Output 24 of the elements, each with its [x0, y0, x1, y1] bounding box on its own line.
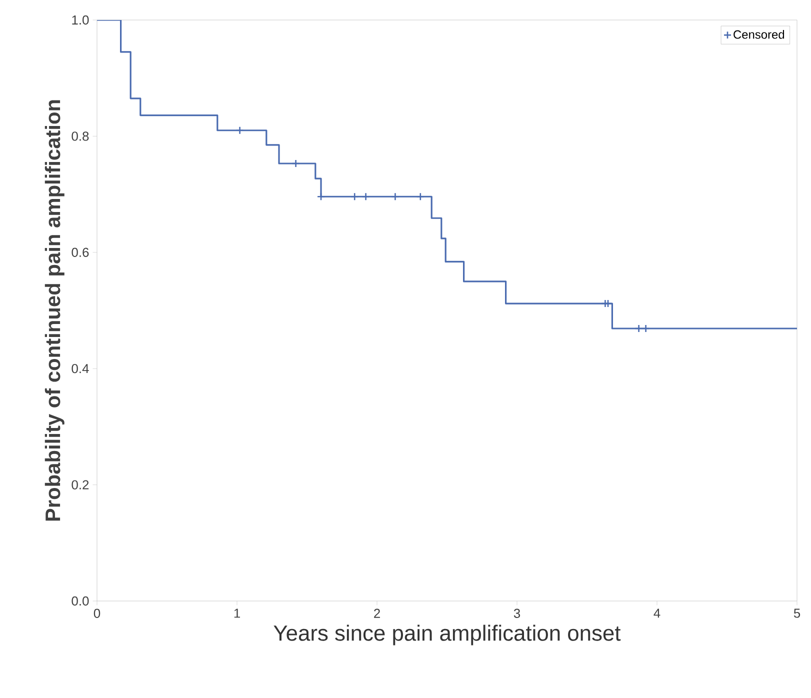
point [292, 159, 300, 168]
x-axis-title: Years since pain amplification onset [274, 624, 621, 646]
y-tick-label: 0.4 [72, 364, 89, 374]
x-tick-label: 3 [514, 608, 520, 618]
x-tick-label: 2 [374, 608, 380, 618]
point [316, 192, 326, 201]
point [236, 126, 244, 135]
point [362, 192, 370, 201]
point [416, 192, 425, 201]
point [391, 192, 400, 201]
y-tick-label: 0.8 [72, 132, 89, 141]
x-tick-label: 4 [654, 608, 660, 618]
y-tick-label: 0.2 [72, 480, 89, 490]
legend-label: Censored [734, 30, 784, 39]
y-tick-label: 0.6 [72, 248, 89, 257]
point [642, 324, 650, 333]
x-tick-label: 1 [234, 608, 240, 618]
y-tick-label: 1.0 [72, 15, 89, 25]
y-tick-label: 0.0 [72, 596, 89, 606]
x-tick-label: 5 [794, 608, 800, 618]
point [634, 324, 643, 333]
x-tick-label: 0 [94, 608, 100, 618]
point [350, 192, 359, 201]
y-axis-title: Probability of continued pain amplification [44, 100, 64, 521]
